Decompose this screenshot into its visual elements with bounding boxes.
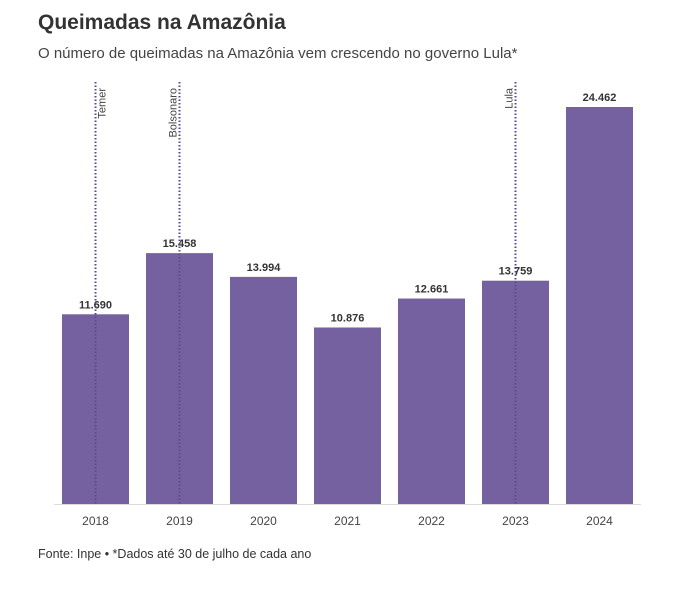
x-tick-label-2022: 2022 <box>418 514 445 528</box>
x-tick-label-2020: 2020 <box>250 514 277 528</box>
value-label-2022: 12.661 <box>415 284 449 296</box>
value-label-2024: 24.462 <box>583 92 617 104</box>
x-tick-label-2021: 2021 <box>334 514 361 528</box>
x-tick-label-2018: 2018 <box>82 514 109 528</box>
bar-2024 <box>566 107 633 504</box>
annotation-label-bolsonaro: Bolsonaro <box>168 88 180 138</box>
value-label-2018: 11.690 <box>79 299 112 311</box>
annotation-label-temer: Temer <box>97 88 109 119</box>
chart-source: Fonte: Inpe • *Dados até 30 de julho de … <box>38 547 312 561</box>
value-label-2020: 13.994 <box>247 262 282 274</box>
bar-2022 <box>398 298 465 504</box>
chart-title: Queimadas na Amazônia <box>38 11 286 34</box>
x-tick-label-2023: 2023 <box>502 514 529 528</box>
x-tick-label-2024: 2024 <box>586 514 613 528</box>
x-tick-label-2019: 2019 <box>166 514 193 528</box>
bar-2019 <box>146 253 213 504</box>
bar-2020 <box>230 276 297 504</box>
chart-subtitle: O número de queimadas na Amazônia vem cr… <box>38 45 518 62</box>
value-label-2021: 10.876 <box>331 312 365 324</box>
annotation-label-lula: Lula <box>504 87 516 109</box>
bar-2021 <box>314 327 381 504</box>
bar-2018 <box>62 314 129 504</box>
